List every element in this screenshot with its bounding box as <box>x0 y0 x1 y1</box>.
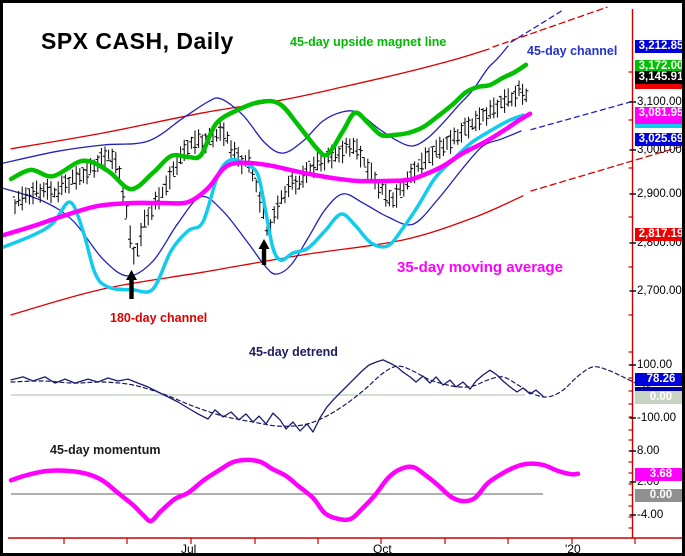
red-channel-upper-proj-line <box>492 6 608 48</box>
page-title: SPX CASH, Daily <box>41 28 234 54</box>
value-badge: 78.26 <box>635 373 682 386</box>
green-upside-magnet-line <box>8 62 529 192</box>
annotation-45day-channel: 45-day channel <box>527 44 618 58</box>
axis-tick-label: 3,100.00 <box>637 96 682 108</box>
axis-tick-label: 100.00 <box>637 359 673 371</box>
month-label: Jul <box>181 542 197 556</box>
momentum-oscillator-line <box>8 457 581 524</box>
red-channel-lower-proj-line <box>530 145 682 192</box>
axis-tick-label: 3,000.00 <box>637 144 682 156</box>
partially-hidden-badge <box>635 386 682 391</box>
value-badge: 3,081.95 <box>635 106 682 120</box>
month-label: '20 <box>565 542 581 556</box>
blue-channel-upper-line <box>3 45 509 164</box>
value-badge: 3.68 <box>635 467 682 481</box>
value-badge: 3,025.69 <box>635 132 682 146</box>
value-badge: 0.00 <box>635 390 682 404</box>
axis-tick-label: -4.00 <box>637 509 664 521</box>
axis-tick-label: 2,900.00 <box>637 188 682 200</box>
blue-channel-lower-line <box>3 130 522 277</box>
value-badge: 3,172.00 <box>635 59 682 73</box>
axis-tick-label: 2,700.00 <box>637 285 682 297</box>
red-channel-upper-line <box>10 48 490 150</box>
annotation-180day-channel: 180-day channel <box>110 311 208 325</box>
red-channel-lower-line <box>10 195 524 316</box>
cyan-downside-magnet-line <box>3 113 525 294</box>
annotation-upside-magnet-line: 45-day upside magnet line <box>290 35 447 49</box>
value-badge: 2,817.19 <box>635 227 682 241</box>
blue-channel-lower-proj-line <box>530 101 632 131</box>
up-arrow <box>258 239 270 265</box>
blue-channel-upper-proj-line <box>510 9 564 43</box>
partially-hidden-badge <box>635 120 682 124</box>
detrend-oscillator-line <box>10 359 544 433</box>
month-label: Oct <box>373 542 392 556</box>
partially-hidden-badge <box>635 84 682 89</box>
partially-hidden-badge <box>635 123 682 128</box>
up-arrow <box>126 270 137 299</box>
partially-hidden-badge <box>635 53 682 57</box>
value-badge: 0.00 <box>635 488 682 502</box>
annotation-35day-moving-average: 35-day moving average <box>397 259 563 276</box>
annotation-45day-momentum: 45-day momentum <box>50 443 161 457</box>
chart-canvas <box>3 6 682 544</box>
axis-tick-label: -100.00 <box>637 412 677 424</box>
value-badge: 3,212.85 <box>635 39 682 53</box>
magenta-35day-ma-line <box>3 111 533 238</box>
detrend-forecast-dashed-line <box>10 365 681 427</box>
axis-tick-label: 8.00 <box>637 445 660 457</box>
annotation-45day-detrend: 45-day detrend <box>249 345 338 359</box>
value-badge: 3,145.91 <box>635 71 682 84</box>
